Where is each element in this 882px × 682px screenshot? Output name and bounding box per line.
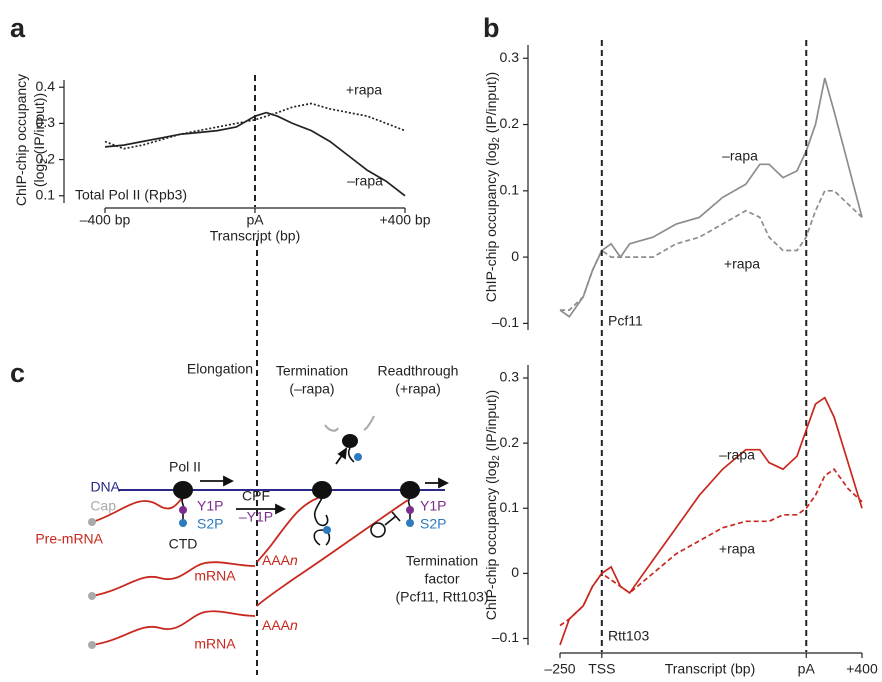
y-label-part: (log [31, 164, 47, 187]
s2p-label: S2P [420, 516, 446, 532]
y-tick-label: 0.1 [500, 499, 520, 515]
y-label-subscript: 2 [491, 137, 502, 143]
annotation: –rapa [722, 148, 758, 164]
series-line [560, 189, 863, 311]
s2p-mark [406, 519, 414, 527]
x-axis-label: Transcript (bp) [665, 661, 756, 677]
stage-label: Readthrough [378, 363, 459, 379]
y-tick-label: –0.1 [492, 314, 519, 330]
caps [88, 518, 96, 649]
polya-n: n [290, 617, 298, 633]
y-axis-label: (log2 (IP/input)) [31, 93, 50, 187]
y-tick-label: 0 [511, 564, 519, 580]
s2p-label: S2P [197, 516, 223, 532]
ctd-label: CTD [169, 536, 198, 552]
y-label-part: (IP/input)) [483, 390, 499, 455]
arrows [200, 447, 450, 515]
annotation: +rapa [346, 82, 382, 98]
annotation: +rapa [724, 256, 760, 272]
annotation: –rapa [719, 447, 755, 463]
y1p-label: –Y1P [239, 509, 273, 525]
series-line [104, 102, 406, 150]
polii-label: Pol II [169, 459, 201, 475]
factor-label: (Pcf11, Rtt103) [395, 589, 488, 605]
polya-text: AAA [262, 552, 291, 568]
polya-text: AAA [262, 617, 291, 633]
y-tick-label: 0.3 [500, 49, 520, 65]
series-line [104, 111, 406, 197]
y1p-mark [406, 506, 414, 514]
factor-label: Termination [406, 553, 478, 569]
released-rna [324, 415, 375, 432]
y-tick-label: 0.3 [500, 369, 520, 385]
y-label-subscript: 2 [39, 158, 50, 164]
y1p-label: Y1P [420, 498, 446, 514]
s2p-mark [323, 526, 331, 534]
premrna-label: Pre-mRNA [35, 531, 103, 547]
x-axis-label: Transcript (bp) [210, 228, 301, 244]
series-line [559, 77, 863, 318]
polya-label: AAAn [262, 617, 298, 633]
y-label-part: ChIP-chip occupancy (log [483, 461, 499, 621]
stage-label: (–rapa) [289, 381, 334, 397]
y-tick-label: 0.2 [36, 150, 56, 166]
x-tick-label: TSS [588, 661, 615, 677]
mrna-label: mRNA [194, 568, 236, 584]
stage-label: Elongation [187, 361, 253, 377]
stage-label: Termination [276, 363, 348, 379]
series-line [559, 468, 863, 627]
y-tick-label: –0.1 [492, 629, 519, 645]
y-tick-label: 0 [511, 248, 519, 264]
pol-ii [173, 434, 420, 499]
polya-label: AAAn [262, 552, 298, 568]
annotation: Rtt103 [608, 628, 649, 644]
y-label-subscript: 2 [491, 455, 502, 461]
stage-label: (+rapa) [395, 381, 441, 397]
y1p-label: Y1P [197, 498, 223, 514]
s2p-mark [354, 453, 362, 461]
x-tick-label: pA [246, 212, 264, 228]
dna-label: DNA [90, 479, 120, 495]
mrna-label: mRNA [194, 636, 236, 652]
y-label-part: ChIP-chip occupancy (log [483, 143, 499, 303]
panel-label: c [10, 358, 25, 388]
s2p-mark [179, 519, 187, 527]
rna-strands [91, 497, 409, 646]
x-tick-label: pA [798, 661, 816, 677]
annotation: Total Pol II (Rpb3) [75, 187, 187, 203]
panel-label: b [483, 13, 500, 43]
x-tick-label: +400 [846, 661, 878, 677]
y-axis-label: ChIP-chip occupancy (log2 (IP/input)) [483, 390, 502, 620]
y-tick-label: 0.4 [36, 78, 56, 94]
y-axis-label: ChIP-chip occupancy (log2 (IP/input)) [483, 72, 502, 302]
y-label-part: (IP/input)) [483, 72, 499, 137]
cpf-label: CPF [242, 488, 270, 504]
annotation: Pcf11 [608, 313, 643, 329]
annotation: +rapa [719, 541, 755, 557]
polya-n: n [290, 552, 298, 568]
panel-label: a [10, 13, 26, 43]
y-tick-label: 0.2 [500, 434, 520, 450]
x-tick-label: –250 [544, 661, 575, 677]
y-axis-label: ChIP-chip occupancy [13, 74, 29, 206]
cap-label: Cap [90, 498, 116, 514]
y-label-part: (IP/input)) [31, 93, 47, 158]
series-line [559, 396, 863, 646]
y1p-mark [179, 506, 187, 514]
annotation: –rapa [347, 173, 383, 189]
y-label-part: ChIP-chip occupancy [13, 74, 29, 206]
factor-label: factor [424, 571, 459, 587]
y-tick-label: 0.1 [500, 182, 520, 198]
y-tick-label: 0.2 [500, 115, 520, 131]
x-tick-label: –400 bp [80, 212, 131, 228]
x-tick-label: +400 bp [380, 212, 431, 228]
y-tick-label: 0.3 [36, 114, 56, 130]
diagram: Elongation Termination (–rapa) Readthrou… [35, 240, 489, 675]
y-tick-label: 0.1 [36, 186, 56, 202]
